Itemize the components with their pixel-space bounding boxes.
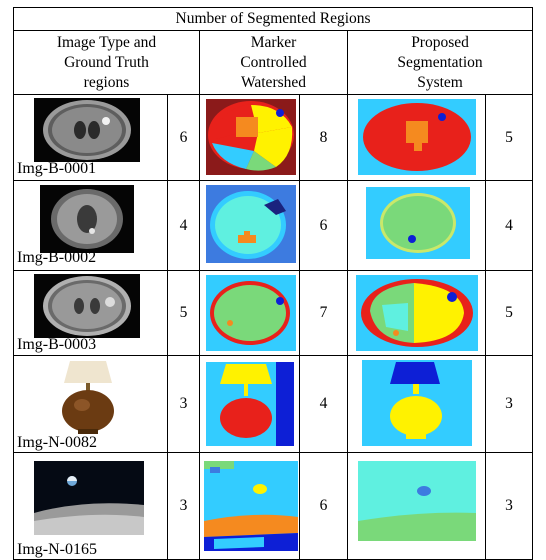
table-row: Img-B-0002 4 6 4 xyxy=(13,180,534,271)
original-image-cell: Img-B-0001 xyxy=(13,94,168,181)
watershed-image-cell xyxy=(199,452,300,560)
mri-brain-image xyxy=(40,185,134,253)
header-watershed: Marker Controlled Watershed xyxy=(199,30,348,95)
header-proposed: Proposed Segmentation System xyxy=(346,30,534,95)
proposed-count: 5 xyxy=(484,270,534,356)
original-image-cell: Img-B-0002 xyxy=(13,180,168,271)
ground-truth-count: 3 xyxy=(167,355,200,453)
segmented-brain xyxy=(358,99,476,175)
image-id-label: Img-B-0001 xyxy=(17,160,97,177)
header-image-type: Image Type and Ground Truth regions xyxy=(13,30,200,95)
proposed-image-cell xyxy=(347,355,486,453)
original-image-cell: Img-N-0165 xyxy=(13,452,168,560)
proposed-image-cell xyxy=(347,270,486,356)
watershed-image-cell xyxy=(199,180,300,271)
watershed-count: 7 xyxy=(299,270,348,356)
table-title: Number of Segmented Regions xyxy=(12,7,534,31)
segmented-brain xyxy=(206,99,296,175)
watershed-image-cell xyxy=(199,355,300,453)
table-lamp-photo xyxy=(48,359,128,435)
image-id-label: Img-B-0002 xyxy=(17,249,97,266)
proposed-count: 3 xyxy=(484,355,534,453)
proposed-image-cell xyxy=(347,452,486,560)
segmented-lamp xyxy=(206,362,294,446)
proposed-image-cell xyxy=(347,94,486,181)
image-id-label: Img-N-0165 xyxy=(17,541,97,558)
ground-truth-count: 3 xyxy=(167,452,200,560)
watershed-count: 6 xyxy=(299,452,348,560)
watershed-count: 6 xyxy=(299,180,348,271)
ground-truth-count: 5 xyxy=(167,270,200,356)
table-row: Img-N-0165 3 6 3 xyxy=(13,452,534,560)
segmented-brain xyxy=(366,187,470,259)
watershed-image-cell xyxy=(199,94,300,181)
mri-brain-image xyxy=(34,274,140,338)
proposed-count: 4 xyxy=(484,180,534,271)
table-row: Img-B-0001 6 8 xyxy=(13,94,534,181)
segmented-brain xyxy=(206,275,296,351)
proposed-count: 5 xyxy=(484,94,534,181)
watershed-count: 8 xyxy=(299,94,348,181)
mri-brain-image xyxy=(34,98,140,162)
ground-truth-count: 4 xyxy=(167,180,200,271)
segmented-brain xyxy=(206,185,296,263)
segmented-earthrise xyxy=(358,461,476,541)
segmented-lamp xyxy=(362,360,472,446)
segmentation-results-table: Number of Segmented Regions Image Type a… xyxy=(12,7,534,560)
image-id-label: Img-B-0003 xyxy=(17,336,97,353)
watershed-image-cell xyxy=(199,270,300,356)
table-row: Img-N-0082 3 4 3 xyxy=(13,355,534,453)
segmented-brain xyxy=(356,275,478,351)
image-id-label: Img-N-0082 xyxy=(17,434,97,451)
proposed-image-cell xyxy=(347,180,486,271)
proposed-count: 3 xyxy=(484,452,534,560)
table-row: Img-B-0003 5 7 5 xyxy=(13,270,534,356)
segmented-earthrise xyxy=(204,461,298,551)
earthrise-photo xyxy=(34,461,144,535)
original-image-cell: Img-N-0082 xyxy=(13,355,168,453)
original-image-cell: Img-B-0003 xyxy=(13,270,168,356)
watershed-count: 4 xyxy=(299,355,348,453)
ground-truth-count: 6 xyxy=(167,94,200,181)
